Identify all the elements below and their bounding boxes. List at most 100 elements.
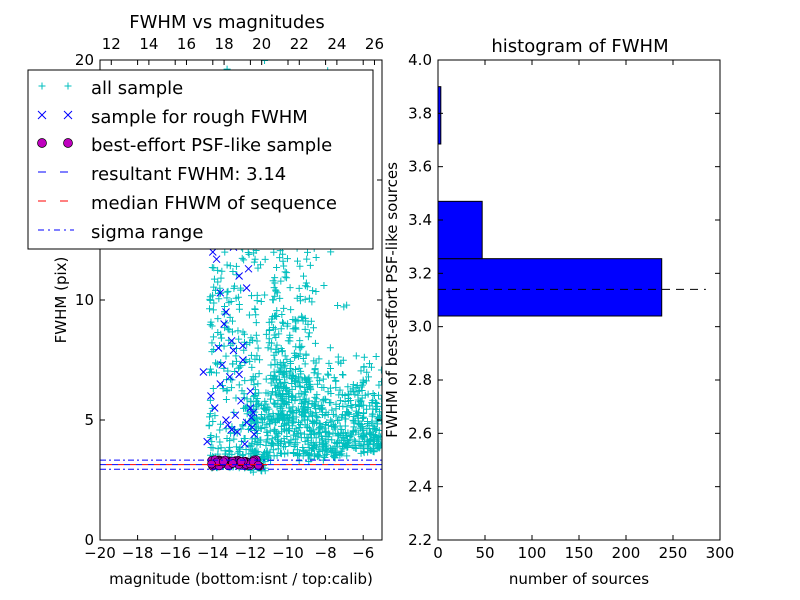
rough-sample-point [216, 380, 225, 388]
all-sample-point [229, 268, 237, 276]
legend-markers [37, 82, 74, 231]
all-sample-point [299, 317, 307, 325]
all-sample-point [264, 411, 272, 419]
all-sample-point [328, 418, 336, 426]
all-sample-point [223, 294, 231, 302]
all-sample-point [312, 287, 320, 295]
all-sample-point [327, 365, 335, 373]
rough-sample-point [220, 320, 228, 328]
histogram-bar [438, 200, 483, 260]
psf-sample-point [207, 459, 216, 469]
all-sample-point [238, 254, 246, 262]
all-sample-point [370, 422, 378, 430]
all-sample-point [226, 262, 234, 270]
all-sample-point [356, 398, 364, 406]
left-x-tick-label: −8 [315, 544, 337, 562]
all-sample-point [306, 261, 314, 269]
all-sample-point [228, 384, 236, 392]
all-sample-point [304, 437, 312, 445]
all-sample-point [240, 404, 248, 412]
all-sample-point [314, 414, 322, 422]
all-sample-point [367, 446, 375, 454]
all-sample-point [359, 376, 367, 384]
all-sample-point [257, 261, 265, 269]
all-sample-point [331, 423, 339, 431]
all-sample-point [271, 425, 279, 433]
all-sample-point [208, 322, 216, 330]
right-chart-title: histogram of FWHM [491, 36, 668, 57]
right-x-tick-label: 300 [706, 544, 735, 562]
rough-sample-point [214, 344, 223, 352]
all-sample-point [272, 287, 280, 295]
left-top-x-tick-label: 22 [290, 35, 309, 53]
legend-label-median-fwhm: median FHWM of sequence [91, 193, 337, 214]
all-sample-point [283, 355, 291, 363]
all-sample-point [325, 359, 333, 367]
all-sample-point [337, 429, 345, 437]
all-sample-point [352, 352, 360, 360]
all-sample-point [271, 292, 279, 300]
all-sample-point [322, 445, 330, 453]
all-sample-point [267, 361, 275, 369]
all-sample-point [286, 425, 294, 433]
all-sample-point [295, 284, 303, 292]
all-sample-point [321, 421, 329, 429]
all-sample-point [293, 294, 301, 302]
all-sample-point [234, 449, 242, 457]
all-sample-point [377, 366, 382, 374]
all-sample-point [277, 405, 285, 413]
right-y-tick-label: 3.6 [408, 158, 432, 176]
all-sample-point [340, 434, 348, 442]
all-sample-point [310, 450, 318, 458]
legend-marker-rough-sample [37, 110, 47, 120]
all-sample-point [324, 370, 332, 378]
all-sample-point [222, 395, 230, 403]
all-sample-point [338, 426, 346, 434]
all-sample-point [344, 390, 352, 398]
all-sample-point [338, 370, 346, 378]
all-sample-point [226, 375, 234, 383]
right-y-tick-label: 2.6 [408, 424, 432, 442]
all-sample-point [285, 426, 293, 434]
all-sample-point [299, 355, 307, 363]
all-sample-point [306, 408, 314, 416]
all-sample-point [320, 383, 328, 391]
all-sample-point [303, 283, 311, 291]
all-sample-point [236, 445, 244, 453]
all-sample-point [305, 329, 313, 337]
all-sample-point [240, 330, 248, 338]
rough-sample-point [222, 308, 230, 316]
all-sample-point [325, 422, 333, 430]
all-sample-point [353, 382, 361, 390]
all-sample-point [284, 449, 292, 457]
all-sample-point [205, 421, 213, 429]
all-sample-point [277, 325, 285, 333]
all-sample-point [269, 388, 277, 396]
left-y-tick-label: 0 [84, 531, 94, 549]
all-sample-point [328, 447, 336, 455]
all-sample-point [271, 360, 279, 368]
all-sample-point [271, 279, 279, 287]
all-sample-point [304, 248, 312, 256]
all-sample-point [235, 301, 243, 309]
right-y-tick-label: 3.4 [408, 211, 432, 229]
all-sample-point [279, 250, 287, 258]
rough-sample-point [227, 425, 236, 434]
all-sample-point [288, 385, 296, 393]
all-sample-point [270, 427, 278, 435]
all-sample-point [224, 367, 232, 375]
all-sample-point [274, 397, 282, 405]
all-sample-point [297, 429, 305, 437]
left-top-x-tick-label: 26 [365, 35, 384, 53]
all-sample-point [288, 419, 296, 427]
all-sample-point [249, 447, 257, 455]
rough-sample-point [249, 408, 258, 417]
all-sample-point [253, 413, 261, 421]
all-sample-point [356, 421, 364, 429]
legend-label-rough-sample: sample for rough FWHM [91, 107, 308, 128]
all-sample-point [267, 391, 275, 399]
all-sample-point [260, 404, 268, 412]
all-sample-point [273, 289, 281, 297]
all-sample-point [301, 388, 309, 396]
all-sample-point [352, 426, 360, 434]
